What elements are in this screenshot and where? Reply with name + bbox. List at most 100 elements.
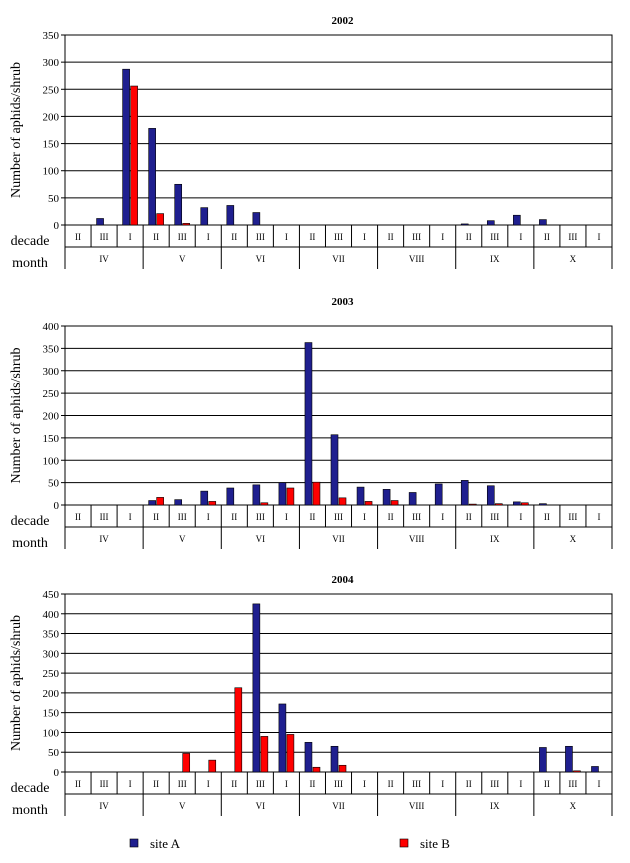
bar-site-B-5 — [208, 759, 217, 773]
decade-label: III — [568, 512, 577, 522]
bar-site-B-4 — [182, 223, 191, 226]
decade-row-label: decade — [11, 514, 50, 529]
decade-label: III — [334, 512, 343, 522]
decade-label: II — [231, 779, 237, 789]
decade-label: I — [285, 779, 288, 789]
decade-label: III — [256, 232, 265, 242]
decade-label: III — [256, 779, 265, 789]
bar-site-A-7 — [252, 484, 261, 506]
bar-site-A-7 — [252, 603, 261, 773]
bar-site-A-3 — [148, 128, 156, 226]
month-label: VIII — [409, 254, 425, 264]
month-label: VI — [256, 801, 266, 811]
decade-label: II — [231, 232, 237, 242]
legend-label-0: site A — [150, 836, 181, 851]
decade-label: II — [309, 512, 315, 522]
bar-site-A-9 — [304, 342, 313, 506]
y-tick-label: 200 — [43, 111, 60, 123]
decade-label: II — [466, 512, 472, 522]
month-label: VII — [332, 801, 345, 811]
decade-label: III — [178, 779, 187, 789]
chart-2003: 2003 0 50 100 150 200 250 300 350 400 Number of ap… — [9, 296, 613, 551]
legend-swatch-1 — [399, 838, 409, 848]
bar-site-A-1 — [96, 218, 104, 226]
bar-site-B-7 — [260, 502, 269, 506]
decade-label: I — [363, 232, 366, 242]
bar-site-A-3 — [148, 500, 156, 506]
month-label: VIII — [409, 801, 425, 811]
bar-site-A-16 — [486, 485, 495, 506]
decade-label: II — [544, 512, 550, 522]
bar-site-A-10 — [330, 745, 339, 773]
bar-site-A-10 — [330, 434, 339, 506]
y-tick-label: 300 — [43, 648, 60, 660]
chart-title: 2003 — [332, 296, 355, 308]
month-label: IV — [99, 801, 109, 811]
decade-label: III — [490, 779, 499, 789]
decade-label: III — [568, 779, 577, 789]
decade-label: I — [207, 232, 210, 242]
y-tick-label: 250 — [43, 84, 60, 96]
bar-site-B-8 — [286, 487, 295, 506]
y-tick-label: 100 — [43, 455, 60, 467]
decade-label: II — [388, 779, 394, 789]
bar-site-A-5 — [200, 490, 209, 506]
y-tick-label: 450 — [43, 589, 60, 601]
y-tick-label: 150 — [43, 708, 60, 720]
y-tick-label: 200 — [43, 688, 60, 700]
decade-label: III — [334, 779, 343, 789]
bar-site-A-6 — [226, 205, 235, 226]
bar-site-A-14 — [434, 483, 443, 506]
decade-label: II — [231, 512, 237, 522]
month-label: VI — [256, 254, 266, 264]
y-tick-label: 350 — [43, 30, 60, 42]
decade-label: I — [129, 512, 132, 522]
bar-site-A-2 — [122, 68, 130, 226]
y-tick-label: 250 — [43, 388, 60, 400]
month-label: IV — [99, 254, 109, 264]
month-label: V — [179, 254, 186, 264]
bar-site-B-11 — [364, 501, 373, 506]
decade-label: II — [388, 232, 394, 242]
bar-site-A-9 — [304, 742, 313, 773]
bar-site-B-3 — [156, 497, 164, 506]
y-axis-label: Number of aphids/shrub — [9, 615, 24, 751]
decade-label: III — [412, 232, 421, 242]
y-tick-label: 50 — [48, 193, 60, 205]
bar-site-A-13 — [408, 492, 417, 506]
legend-label-1: site B — [420, 836, 450, 851]
decade-label: II — [466, 232, 472, 242]
charts-group: 2002 0 50 100 150 200 250 300 350 Number of aphid… — [9, 15, 613, 818]
bar-site-A-12 — [382, 489, 391, 506]
bar-site-B-2 — [130, 85, 138, 226]
month-label: IX — [490, 534, 500, 544]
bar-site-B-9 — [312, 766, 321, 773]
decade-label: II — [544, 232, 550, 242]
decade-row-label: decade — [11, 234, 50, 249]
decade-label: II — [75, 512, 81, 522]
y-tick-label: 400 — [43, 609, 60, 621]
bar-site-B-17 — [521, 502, 529, 506]
month-row-label: month — [12, 256, 48, 271]
month-label: VIII — [409, 534, 425, 544]
y-axis-label: Number of aphids/shrub — [9, 347, 24, 483]
bar-site-B-16 — [494, 503, 503, 506]
decade-label: I — [519, 232, 522, 242]
decade-label: I — [597, 512, 600, 522]
bar-site-A-17 — [513, 214, 521, 226]
decade-label: III — [178, 512, 187, 522]
bar-site-A-20 — [591, 766, 599, 773]
decade-label: I — [207, 779, 210, 789]
decade-label: III — [256, 512, 265, 522]
bar-site-B-4 — [182, 753, 191, 773]
bar-site-A-15 — [460, 480, 469, 506]
y-tick-label: 250 — [43, 668, 60, 680]
decade-label: II — [544, 779, 550, 789]
decade-label: I — [597, 779, 600, 789]
month-label: IV — [99, 534, 109, 544]
decade-label: I — [285, 512, 288, 522]
bar-site-A-18 — [539, 747, 547, 773]
decade-label: I — [129, 232, 132, 242]
decade-label: III — [412, 779, 421, 789]
